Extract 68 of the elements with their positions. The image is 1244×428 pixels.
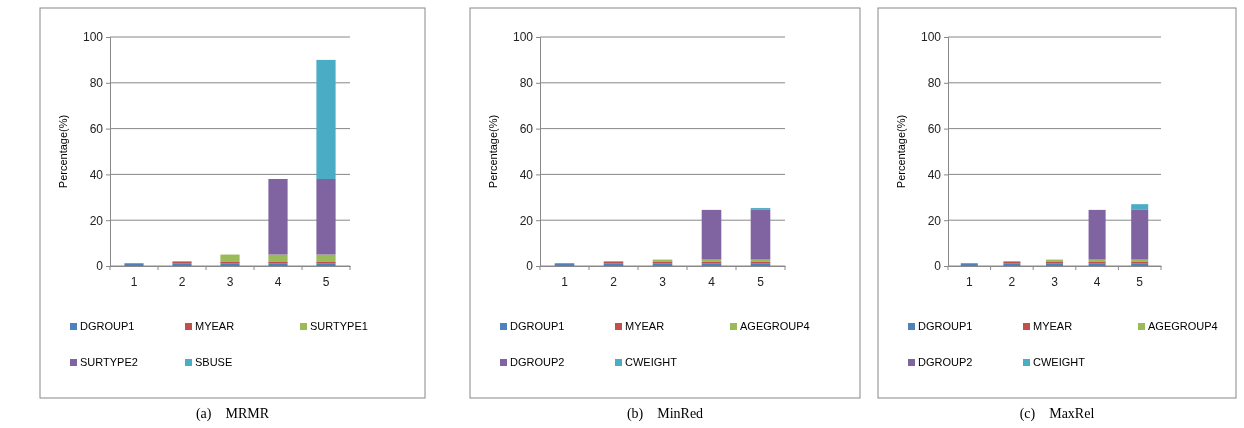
y-tick-label: 40 bbox=[927, 167, 942, 182]
y-tick-label: 60 bbox=[89, 121, 104, 136]
bar bbox=[268, 254, 288, 262]
legend-label: DGROUP1 bbox=[510, 320, 565, 332]
y-tick-label: 100 bbox=[920, 30, 942, 45]
text: (c) MaxRel bbox=[1019, 406, 1095, 422]
text: (b) MinRed bbox=[626, 406, 704, 422]
x-tick-label: 5 bbox=[757, 274, 765, 289]
bar bbox=[316, 59, 336, 179]
y-axis-title: Percentage(%) bbox=[895, 114, 907, 189]
bar bbox=[268, 178, 288, 255]
x-tick-label: 1 bbox=[965, 274, 973, 289]
legend-label: SURTYPE1 bbox=[310, 320, 368, 332]
x-tick-label: 3 bbox=[1051, 274, 1059, 289]
y-axis-title: Percentage(%) bbox=[487, 114, 499, 189]
y-tick-label: 20 bbox=[927, 213, 942, 228]
y-tick-label: 60 bbox=[927, 121, 942, 136]
bar bbox=[1131, 204, 1149, 210]
legend-label: AGEGROUP4 bbox=[1148, 320, 1218, 332]
legend-label: DGROUP2 bbox=[510, 356, 565, 368]
legend-label: DGROUP1 bbox=[918, 320, 973, 332]
legend-label: DGROUP1 bbox=[80, 320, 135, 332]
bar bbox=[750, 209, 771, 260]
y-tick-label: 80 bbox=[927, 76, 942, 91]
y-tick-label: 40 bbox=[89, 167, 104, 182]
x-tick-label: 5 bbox=[1136, 274, 1144, 289]
y-tick-label: 100 bbox=[512, 30, 534, 45]
y-tick-label: 80 bbox=[519, 76, 534, 91]
y-tick-label: 20 bbox=[519, 213, 534, 228]
legend-label: DGROUP2 bbox=[918, 356, 973, 368]
x-tick-label: 4 bbox=[708, 274, 716, 289]
bar bbox=[124, 263, 144, 266]
bar bbox=[316, 178, 336, 255]
y-tick-label: 0 bbox=[526, 259, 534, 274]
y-tick-label: 60 bbox=[519, 121, 534, 136]
legend-label: SURTYPE2 bbox=[80, 356, 138, 368]
y-tick-label: 40 bbox=[519, 167, 534, 182]
legend-label: SBUSE bbox=[195, 356, 233, 368]
legend-label: AGEGROUP4 bbox=[740, 320, 810, 332]
x-tick-label: 2 bbox=[610, 274, 618, 289]
x-tick-label: 2 bbox=[178, 274, 186, 289]
x-tick-label: 4 bbox=[1093, 274, 1101, 289]
x-tick-label: 1 bbox=[561, 274, 569, 289]
bar bbox=[960, 263, 978, 266]
text: (a) MRMR bbox=[195, 406, 270, 422]
bar bbox=[1131, 209, 1149, 260]
y-axis-title: Percentage(%) bbox=[57, 114, 69, 189]
x-tick-label: 2 bbox=[1008, 274, 1016, 289]
bar bbox=[316, 254, 336, 262]
legend-label: MYEAR bbox=[625, 320, 665, 332]
bar bbox=[220, 254, 240, 262]
bar bbox=[1088, 209, 1106, 260]
bar bbox=[554, 263, 575, 266]
x-tick-label: 3 bbox=[226, 274, 234, 289]
x-tick-label: 5 bbox=[322, 274, 330, 289]
x-tick-label: 4 bbox=[274, 274, 282, 289]
y-tick-label: 20 bbox=[89, 213, 104, 228]
legend-label: CWEIGHT bbox=[625, 356, 678, 368]
x-tick-label: 3 bbox=[659, 274, 667, 289]
y-tick-label: 80 bbox=[89, 76, 104, 91]
legend-label: MYEAR bbox=[195, 320, 235, 332]
y-tick-label: 0 bbox=[934, 259, 942, 274]
bar bbox=[701, 209, 722, 260]
y-tick-label: 100 bbox=[82, 30, 104, 45]
x-tick-label: 1 bbox=[130, 274, 138, 289]
legend-label: MYEAR bbox=[1033, 320, 1073, 332]
legend-label: CWEIGHT bbox=[1033, 356, 1086, 368]
y-tick-label: 0 bbox=[96, 259, 104, 274]
